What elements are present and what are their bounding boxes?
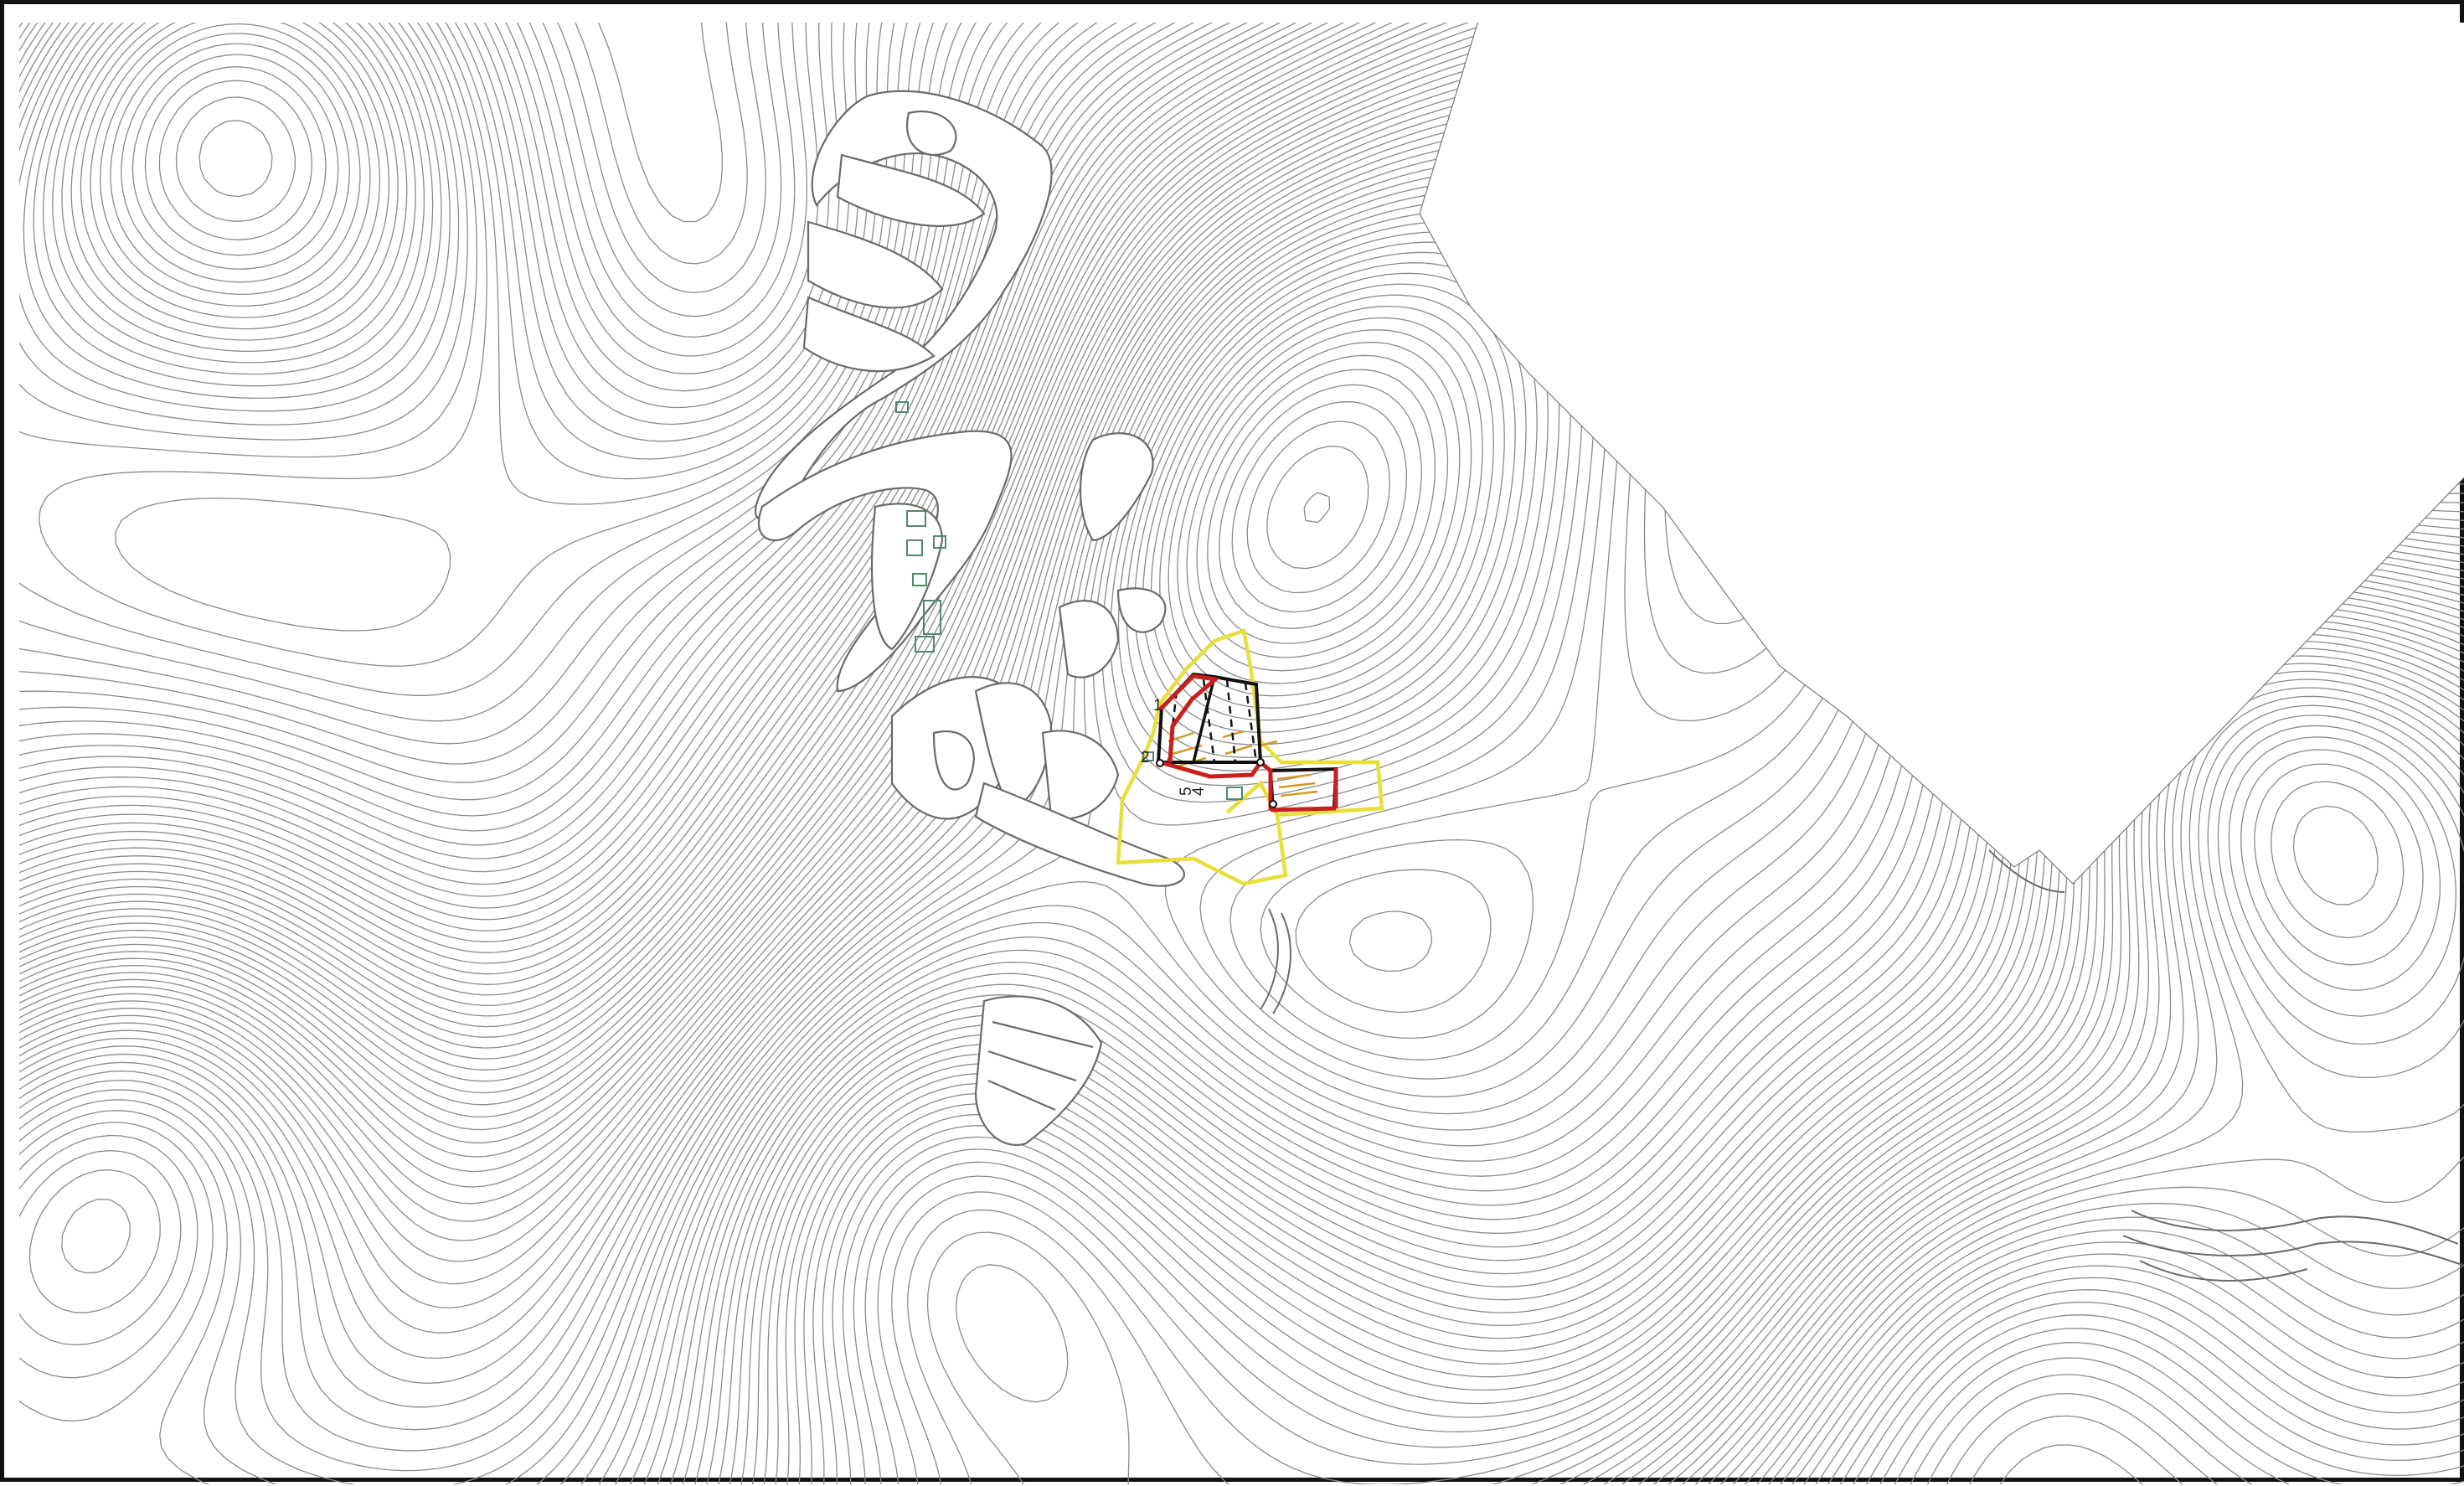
building — [933, 535, 946, 549]
point-label-1: 1 — [1153, 697, 1162, 715]
plot-hatching — [1168, 730, 1318, 797]
upper-terraces — [755, 90, 1167, 693]
point-label-2: 2 — [1141, 749, 1150, 766]
building — [915, 636, 935, 653]
east-strip — [1260, 849, 2463, 1282]
southern-structure — [974, 995, 1103, 1146]
survey-points — [1156, 758, 1277, 808]
topographic-site-plan: 1 2 5 4 — [19, 23, 2464, 1484]
point-label-5: 5 — [1178, 787, 1195, 796]
survey-point — [1256, 758, 1265, 766]
point-label-4: 4 — [1190, 787, 1208, 796]
building — [923, 600, 941, 635]
building — [906, 510, 926, 527]
unsurveyed-area — [1419, 23, 2464, 885]
entrance-marks — [1142, 751, 1243, 800]
site-boundary — [1158, 673, 1338, 813]
building — [906, 539, 923, 556]
survey-point — [1156, 759, 1164, 767]
existing-buildings — [895, 401, 946, 653]
building — [912, 573, 927, 586]
survey-point — [1269, 800, 1277, 808]
building — [895, 401, 909, 413]
